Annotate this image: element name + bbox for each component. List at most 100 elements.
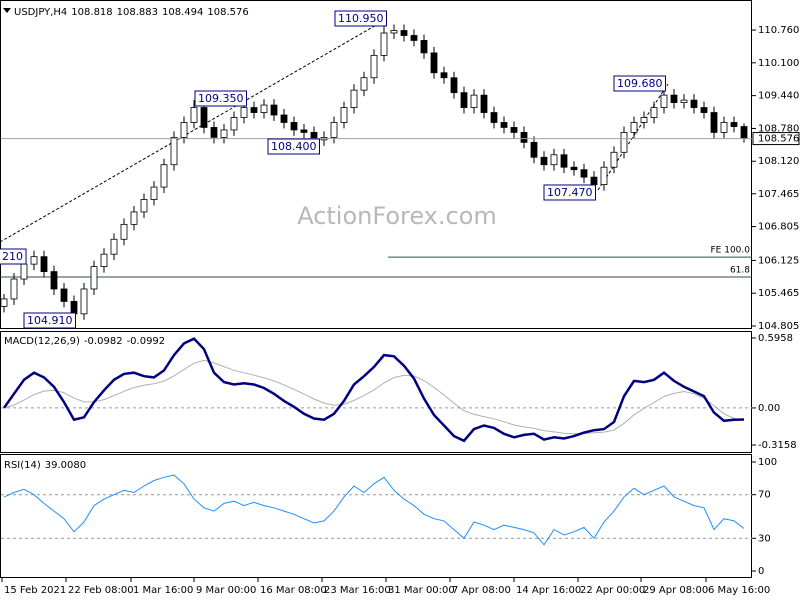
- candle-body: [430, 52, 438, 74]
- panel-header: USDJPY,H4 108.818 108.883 108.494 108.576: [14, 7, 249, 18]
- candle-body: [730, 122, 738, 127]
- candle-body: [260, 104, 268, 113]
- y-tick-label: 108.780: [758, 123, 799, 134]
- current-price-box: [752, 132, 800, 146]
- candle-body: [480, 94, 488, 113]
- candle-body: [630, 122, 638, 133]
- header-value: -0.0982: [84, 336, 123, 347]
- candle-body: [40, 256, 48, 272]
- candle-body: [690, 99, 698, 108]
- annotation-box: [0, 248, 27, 265]
- candle-body: [510, 127, 518, 133]
- candle-body: [80, 288, 88, 315]
- candle-body: [490, 112, 498, 123]
- annotation-box: [334, 10, 387, 27]
- x-tick-label: 22 Apr 00:00: [580, 585, 645, 596]
- candle-body: [110, 238, 118, 255]
- annotation-box: [613, 75, 666, 92]
- x-tick-label: 29 Apr 08:00: [643, 585, 708, 596]
- candle-body: [130, 211, 138, 225]
- annotation-label: 210: [2, 250, 23, 263]
- x-tick-label: 9 Mar 00:00: [196, 585, 256, 596]
- candle-body: [590, 176, 598, 186]
- candle-body: [740, 126, 748, 139]
- candle-body: [350, 89, 358, 108]
- annotation-box: [194, 90, 247, 107]
- candle-body: [550, 154, 558, 166]
- annotation-label: 104.910: [27, 314, 73, 327]
- x-tick-label: 7 Apr 08:00: [452, 585, 511, 596]
- candle-body: [380, 32, 388, 56]
- annotation-box: [543, 184, 596, 201]
- candle-body: [250, 107, 258, 113]
- y-tick-label: 100: [758, 457, 777, 468]
- annotation-label: 109.350: [198, 92, 244, 105]
- header-value: 108.576: [207, 7, 248, 18]
- candle-body: [140, 199, 148, 213]
- candle-body: [70, 301, 78, 315]
- x-tick-label: 14 Apr 16:00: [516, 585, 581, 596]
- y-tick-label: 30: [758, 533, 771, 544]
- candle-body: [240, 107, 248, 118]
- level-label: FE 100.0: [711, 246, 751, 256]
- trend-line: [0, 19, 386, 243]
- candle-body: [150, 186, 158, 200]
- x-tick-label: 31 Mar 00:00: [388, 585, 455, 596]
- candle-body: [560, 154, 568, 168]
- candle-body: [410, 35, 418, 41]
- y-tick-label: 104.805: [758, 321, 799, 332]
- y-tick-label: 0: [758, 566, 764, 577]
- candle-body: [360, 77, 368, 91]
- annotation-label: 110.950: [338, 12, 384, 25]
- header-title: MACD(12,26,9): [4, 336, 80, 347]
- candle-body: [670, 94, 678, 103]
- annotation-label: 108.400: [271, 140, 317, 153]
- candle-body: [270, 104, 278, 116]
- panel-header: RSI(14) 39.0080: [4, 460, 86, 471]
- menu-icon: [3, 8, 11, 13]
- candle-body: [720, 122, 728, 133]
- candle-body: [500, 122, 508, 128]
- candle-body: [530, 141, 538, 158]
- candle-body: [460, 92, 468, 108]
- candle-body: [20, 263, 28, 280]
- candle-body: [200, 107, 208, 128]
- watermark: ActionForex.com: [297, 202, 497, 230]
- candle-body: [90, 266, 98, 290]
- panel-header: MACD(12,26,9) -0.0982 -0.0992: [4, 336, 165, 347]
- header-value: 108.818: [71, 7, 112, 18]
- candle-body: [540, 156, 548, 166]
- candle-body: [400, 30, 408, 36]
- candle-body: [330, 122, 338, 138]
- x-tick-label: 15 Feb 2021: [4, 585, 66, 596]
- y-tick-label: 110.100: [758, 58, 799, 69]
- header-value: 108.883: [117, 7, 158, 18]
- candle-body: [300, 129, 308, 133]
- x-tick-label: 1 Mar 16:00: [133, 585, 193, 596]
- candle-body: [650, 107, 658, 118]
- current-price-label: 108.576: [758, 134, 799, 145]
- candle-body: [190, 107, 198, 123]
- candle-body: [0, 298, 8, 307]
- candle-body: [390, 30, 398, 34]
- y-tick-label: -0.3158: [758, 440, 797, 451]
- indicator-line: [2, 337, 745, 443]
- level-label: 61.8: [730, 266, 750, 276]
- candle-body: [220, 129, 228, 138]
- candle-body: [710, 112, 718, 133]
- y-tick-label: 108.120: [758, 156, 799, 167]
- header-value: 39.0080: [45, 460, 86, 471]
- candle-body: [470, 94, 478, 108]
- y-tick-label: 70: [758, 490, 771, 501]
- annotation-label: 109.680: [617, 77, 663, 90]
- candle-body: [170, 136, 178, 166]
- y-tick-label: 107.465: [758, 189, 799, 200]
- x-tick-label: 16 Mar 08:00: [260, 585, 327, 596]
- candle-body: [570, 166, 578, 171]
- y-tick-label: 0.5958: [758, 333, 793, 344]
- y-tick-label: 106.125: [758, 255, 799, 266]
- candle-body: [620, 132, 628, 153]
- y-tick-label: 109.440: [758, 91, 799, 102]
